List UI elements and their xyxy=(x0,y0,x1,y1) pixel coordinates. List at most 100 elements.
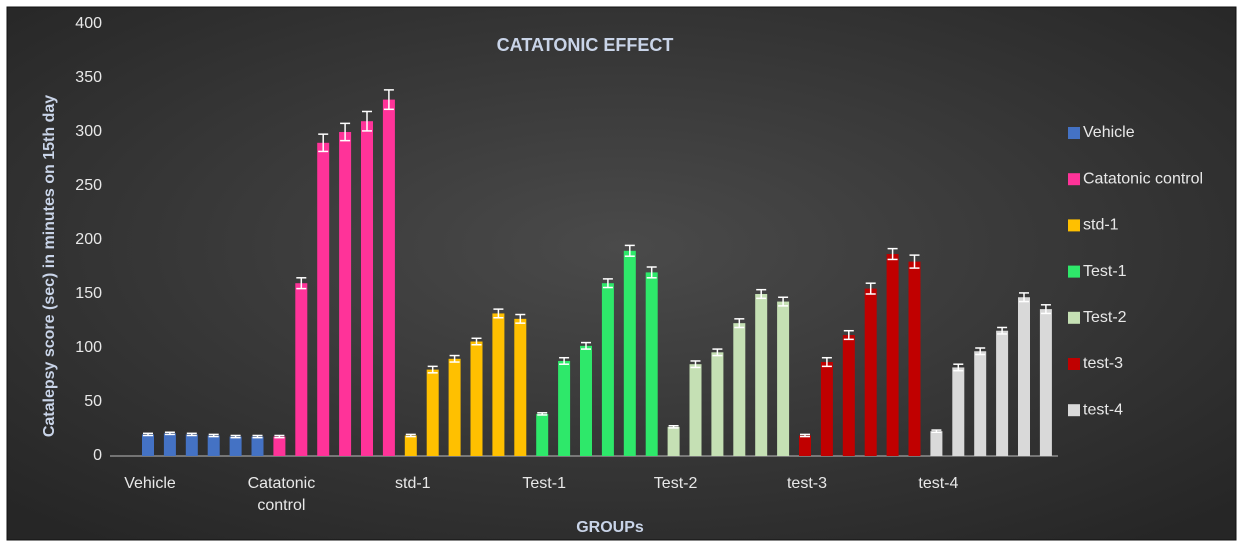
bar xyxy=(996,330,1009,456)
bar xyxy=(514,318,527,456)
error-bar xyxy=(646,266,657,279)
bar xyxy=(273,436,286,456)
error-bar xyxy=(887,247,898,261)
bar xyxy=(755,294,768,456)
error-bar xyxy=(252,434,263,439)
error-bar xyxy=(800,433,810,438)
error-bar xyxy=(143,432,153,437)
legend-swatch xyxy=(1068,127,1080,139)
bar xyxy=(1018,297,1030,456)
y-tick-label: 250 xyxy=(75,177,102,194)
bar xyxy=(864,288,877,456)
bar xyxy=(777,301,790,456)
bar xyxy=(448,358,461,456)
legend-label: Test-2 xyxy=(1083,309,1127,326)
x-tick-label: Test-2 xyxy=(653,475,698,492)
bar xyxy=(689,364,702,456)
bar xyxy=(251,436,264,456)
bar xyxy=(317,142,330,457)
bar xyxy=(1039,309,1052,456)
legend-swatch xyxy=(1068,311,1080,324)
bar xyxy=(404,435,417,456)
bar xyxy=(492,313,505,456)
bar xyxy=(163,433,176,456)
error-bar xyxy=(340,122,351,142)
x-tick-label: Vehicle xyxy=(124,475,176,492)
y-tick-label: 350 xyxy=(75,69,102,86)
error-bar xyxy=(668,425,679,429)
x-tick-label: Test-1 xyxy=(522,475,566,492)
error-bar xyxy=(362,110,372,132)
bar xyxy=(645,272,658,456)
legend-label: Vehicle xyxy=(1083,124,1135,141)
error-bar xyxy=(515,313,526,324)
error-bar xyxy=(208,433,219,438)
bar xyxy=(842,335,855,456)
error-bar xyxy=(274,434,285,439)
legend-label: test-4 xyxy=(1083,401,1123,418)
legend-swatch xyxy=(1068,358,1080,370)
bar xyxy=(580,345,592,456)
bar xyxy=(667,426,680,456)
bar xyxy=(229,436,242,456)
x-tick-label: test-4 xyxy=(918,475,959,492)
error-bar xyxy=(1040,304,1051,315)
error-bar xyxy=(427,365,438,374)
bar xyxy=(142,434,154,456)
bar xyxy=(382,99,395,456)
y-tick-label: 150 xyxy=(75,285,102,302)
x-axis-label: GROUPs xyxy=(576,519,644,536)
error-bar xyxy=(537,412,548,416)
y-axis-label: Catalepsy score (sec) in minutes on 15th… xyxy=(41,94,58,438)
legend-label: std-1 xyxy=(1083,217,1119,234)
bar xyxy=(733,323,746,456)
bar xyxy=(207,435,220,456)
y-tick-label: 400 xyxy=(75,15,102,32)
bar xyxy=(908,261,921,456)
legend-swatch xyxy=(1068,404,1080,417)
bar xyxy=(426,369,439,456)
error-bar xyxy=(471,337,482,346)
error-bar xyxy=(493,308,504,319)
legend-label: Test-1 xyxy=(1083,263,1127,280)
bar xyxy=(799,435,811,456)
error-bar xyxy=(1019,292,1029,303)
bar xyxy=(185,434,198,456)
bar xyxy=(930,431,943,456)
y-tick-label: 50 xyxy=(84,393,102,410)
bar xyxy=(974,351,987,456)
legend-label: Catatonic control xyxy=(1083,170,1203,187)
legend-swatch xyxy=(1068,219,1080,232)
bar xyxy=(536,413,549,456)
legend-swatch xyxy=(1068,173,1080,186)
bar xyxy=(601,283,614,456)
bar xyxy=(952,367,965,456)
error-bar xyxy=(690,360,701,369)
bar xyxy=(820,362,833,456)
error-bar xyxy=(997,326,1008,335)
error-bar xyxy=(230,434,241,439)
error-bar xyxy=(821,356,832,368)
bar xyxy=(361,121,373,456)
bar xyxy=(558,360,571,456)
chart-background xyxy=(6,6,1237,541)
error-bar xyxy=(624,244,635,257)
error-bar xyxy=(778,296,789,307)
legend-label: test-3 xyxy=(1083,355,1123,372)
error-bar xyxy=(953,363,964,372)
error-bar xyxy=(186,432,197,437)
legend-swatch xyxy=(1068,265,1080,278)
x-tick-label: Catatonic control xyxy=(247,475,316,514)
error-bar xyxy=(865,282,876,295)
bar xyxy=(886,254,899,456)
y-tick-label: 100 xyxy=(75,339,102,356)
error-bar xyxy=(383,89,394,111)
bar xyxy=(339,132,352,456)
error-bar xyxy=(756,288,767,300)
error-bar xyxy=(602,278,613,289)
bar xyxy=(470,341,483,456)
error-bar xyxy=(405,433,416,438)
y-tick-label: 0 xyxy=(93,447,102,464)
